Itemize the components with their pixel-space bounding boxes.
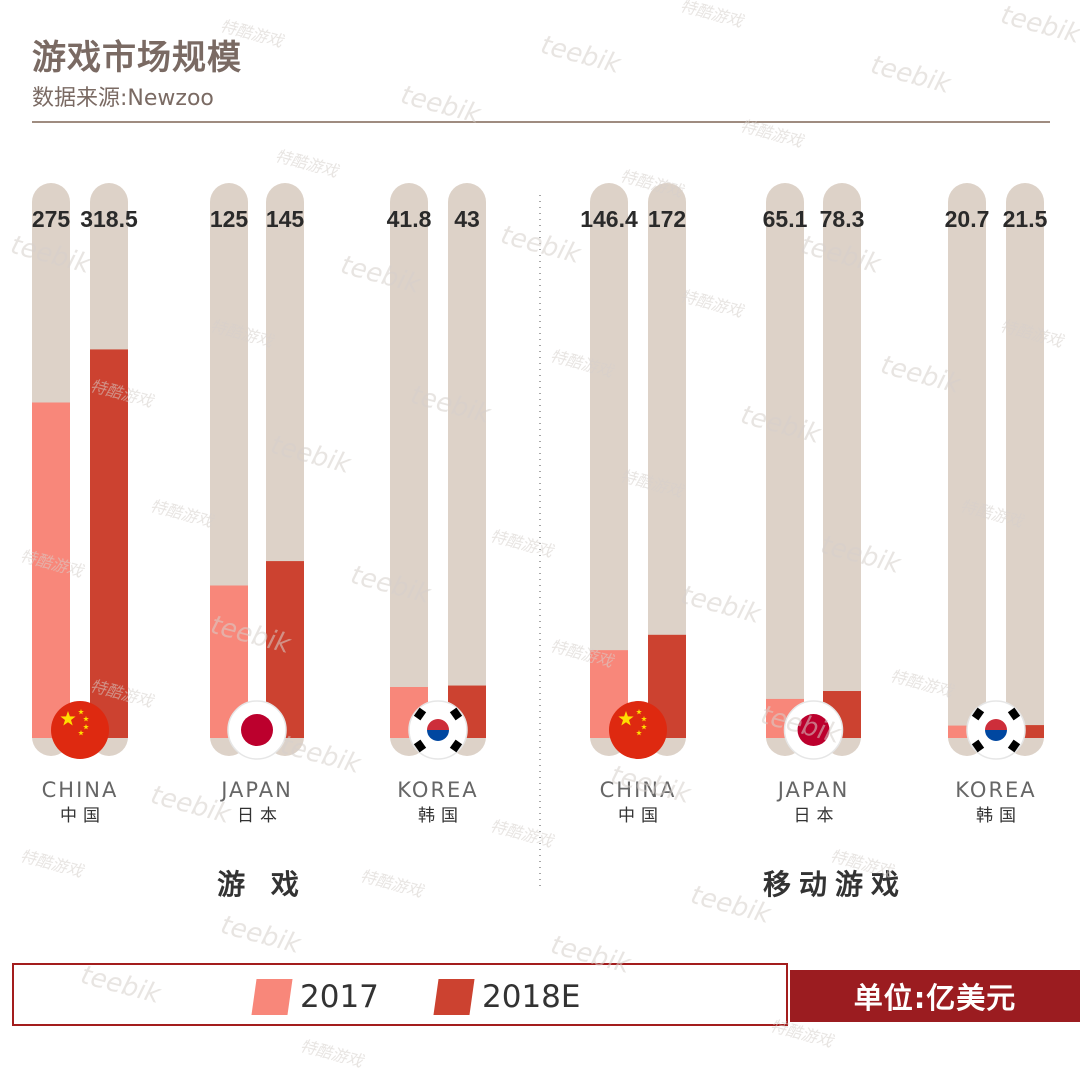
korea-trigram [449, 739, 463, 753]
japan-mobile-name-cn: 日本 [794, 806, 840, 826]
korea-taeguk-top [427, 719, 449, 730]
china-mobile-name-en: CHINA [600, 778, 677, 802]
group-label-games: 游 戏 [217, 868, 307, 901]
korea-games-2018e-value-label: 43 [454, 206, 480, 232]
japan-games-2018e-value-label: 145 [266, 206, 305, 232]
legend-swatch-2017 [251, 979, 293, 1015]
china-games-2017-value-label: 275 [32, 206, 71, 232]
legend-swatch-2018e [433, 979, 475, 1015]
japan-games-name-en: JAPAN [219, 778, 293, 802]
flag-star [60, 711, 76, 726]
flag-star [83, 716, 89, 722]
flag-star [78, 709, 84, 715]
korea-trigram [971, 739, 985, 753]
korea-trigram [1007, 739, 1021, 753]
flag-star [618, 711, 634, 726]
bar-chart: 275 318.5 CHINA 中国 125 145 JAPAN 日本 41.8 43 KOREA 韩… [32, 183, 1048, 901]
china-games-name-en: CHINA [42, 778, 119, 802]
japan-flag-dot [241, 714, 273, 746]
china-games-2018e-value-label: 318.5 [80, 206, 138, 232]
flag-star [78, 730, 84, 736]
korea-trigram [971, 707, 985, 721]
japan-mobile-2018e-value-label: 78.3 [820, 206, 865, 232]
korea-games-2017-track [390, 183, 428, 756]
korea-mobile-name-en: KOREA [955, 778, 1036, 802]
flag-star [83, 724, 89, 730]
china-flag-icon [51, 701, 109, 759]
china-flag-icon [609, 701, 667, 759]
korea-trigram [413, 707, 427, 721]
header-divider [32, 121, 1050, 123]
japan-flag-icon [783, 700, 844, 760]
legend-label-2017: 2017 [300, 979, 379, 1015]
china-flag-disc [609, 701, 667, 759]
korea-taeguk-top [985, 719, 1007, 730]
china-mobile-name-cn: 中国 [618, 806, 664, 826]
legend-item-2017: 2017 [251, 979, 379, 1015]
china-games-2017-bar [32, 402, 70, 738]
japan-flag-dot [797, 714, 830, 746]
legend: 2017 2018E [12, 963, 788, 1026]
korea-mobile-name-cn: 韩国 [976, 806, 1022, 826]
korea-trigram [449, 707, 463, 721]
japan-mobile-2017-track [766, 183, 804, 756]
japan-mobile-name-en: JAPAN [776, 778, 850, 802]
china-games-2018e-bar [90, 349, 128, 738]
china-mobile-2017-track [590, 183, 628, 756]
flag-star [636, 709, 642, 715]
korea-mobile-2018e-value-label: 21.5 [1003, 206, 1048, 232]
japan-mobile-2017-value-label: 65.1 [763, 206, 808, 232]
unit-label: 单位:亿美元 [790, 970, 1080, 1022]
flag-star [641, 724, 647, 730]
china-mobile-2018e-track [648, 183, 686, 756]
flag-star [641, 716, 647, 722]
china-games-name-cn: 中国 [60, 806, 106, 826]
korea-games-2018e-track [448, 183, 486, 756]
japan-flag-icon [227, 700, 287, 760]
korea-games-2017-value-label: 41.8 [387, 206, 432, 232]
korea-mobile-2018e-track [1006, 183, 1044, 756]
korea-games-name-en: KOREA [397, 778, 478, 802]
watermark-text: 特酷游戏 [298, 1035, 365, 1071]
korea-flag-icon [408, 700, 468, 760]
legend-item-2018e: 2018E [433, 979, 581, 1015]
japan-games-2017-value-label: 125 [210, 206, 249, 232]
korea-mobile-2017-value-label: 20.7 [945, 206, 990, 232]
data-source: 数据来源:Newzoo [32, 86, 214, 111]
japan-mobile-2018e-track [823, 183, 861, 756]
group-label-mobile-games: 移动游戏 [763, 868, 907, 901]
china-mobile-2018e-value-label: 172 [648, 206, 686, 232]
korea-flag-icon [966, 700, 1026, 760]
chart-title: 游戏市场规模 [32, 38, 242, 78]
korea-games-name-cn: 韩国 [418, 806, 464, 826]
flag-star [636, 730, 642, 736]
korea-trigram [413, 739, 427, 753]
korea-mobile-2017-track [948, 183, 986, 756]
china-flag-disc [51, 701, 109, 759]
korea-taeguk-bottom [985, 730, 1007, 741]
korea-trigram [1007, 707, 1021, 721]
korea-taeguk-bottom [427, 730, 449, 741]
japan-games-name-cn: 日本 [237, 806, 283, 826]
legend-label-2018e: 2018E [482, 979, 581, 1015]
china-mobile-2017-value-label: 146.4 [580, 206, 638, 232]
